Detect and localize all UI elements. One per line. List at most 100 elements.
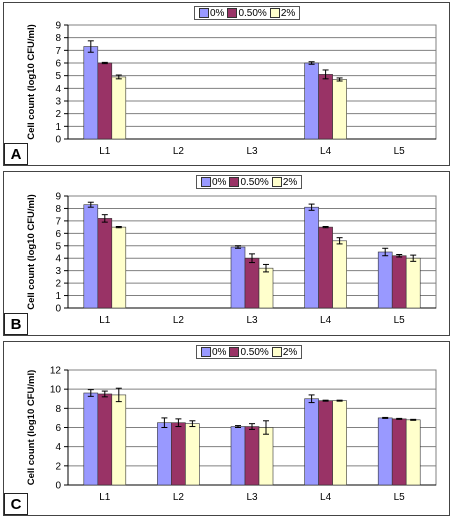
bar (111, 226, 127, 309)
bar (377, 417, 393, 486)
y-tick-label: 7 (55, 46, 61, 57)
legend-swatch-0 (201, 347, 211, 357)
legend-swatch-2 (269, 8, 280, 18)
bar (377, 251, 393, 309)
bar (97, 62, 113, 140)
y-tick-label: 6 (55, 59, 61, 70)
legend-item-1: 0.50% (227, 7, 267, 19)
legend-swatch-1 (229, 347, 240, 357)
x-tick-label: L2 (173, 492, 185, 503)
y-tick-label: 2 (55, 109, 61, 120)
legend-swatch-1 (227, 8, 238, 18)
bar (185, 423, 200, 486)
x-tick-label: L5 (394, 315, 406, 326)
y-axis-label: Cell count (log10 CFU/ml) (26, 370, 37, 486)
y-tick-label: 8 (55, 404, 61, 415)
legend-item-1: 0.50% (229, 176, 269, 188)
bar (97, 393, 113, 486)
legend-item-0: 0% (201, 347, 226, 358)
legend-swatch-2 (271, 347, 282, 357)
x-tick-label: L4 (320, 492, 332, 503)
x-tick-label: L3 (246, 315, 258, 326)
bar (97, 218, 113, 309)
x-tick-label: L4 (320, 315, 332, 326)
legend-swatch-0 (199, 8, 209, 18)
y-tick-label: 2 (55, 279, 61, 290)
bar (171, 422, 186, 486)
legend-item-0: 0% (201, 177, 226, 188)
legend-item-0: 0% (199, 8, 224, 19)
bar (244, 426, 260, 486)
x-tick-label: L5 (394, 492, 406, 503)
legend-label-1: 0.50% (238, 7, 267, 19)
legend-label-0: 0% (212, 176, 227, 188)
y-tick-label: 0 (55, 481, 61, 492)
y-tick-label: 2 (55, 461, 61, 472)
chart-panel-c: 0 2 4 6 8 10 12 L1 L2 L3 L4 L5 Cell count (log10 CFU… (3, 341, 450, 516)
x-tick-label: L5 (394, 146, 406, 157)
legend-swatch-2 (271, 177, 282, 187)
y-tick-label: 7 (55, 216, 61, 227)
y-tick-label: 6 (55, 423, 61, 434)
legend-item-2: 2% (269, 7, 296, 19)
bar (405, 257, 421, 309)
bar (258, 267, 274, 309)
bar (405, 419, 421, 486)
bar (230, 426, 246, 486)
legend-item-1: 0.50% (229, 346, 269, 358)
bar (318, 74, 333, 140)
bar (391, 418, 407, 486)
y-tick-label: 0 (55, 304, 61, 315)
bar (304, 206, 319, 309)
y-tick-label: 1 (55, 122, 61, 133)
chart-legend-c: 0% 0.50% 2% (196, 345, 303, 359)
bar (111, 76, 127, 140)
y-tick-label: 8 (55, 204, 61, 215)
panel-label-c: C (4, 493, 28, 515)
chart-panel-b: 0 1 2 3 4 5 6 7 8 9 L1 L2 L3 L4 L5 Cell count (log10 CF… (3, 171, 450, 336)
bar (332, 79, 347, 140)
chart-panel-a: 0 1 2 3 4 5 6 7 8 9 L1 L2 L3 L4 L5 Cell count (log10 CF… (3, 2, 450, 166)
y-axis-label: Cell count (log10 CFU/ml) (26, 24, 37, 140)
legend-item-2: 2% (271, 176, 298, 188)
bar (332, 240, 347, 309)
x-tick-label: L3 (246, 146, 258, 157)
x-tick-label: L1 (99, 315, 111, 326)
legend-label-1: 0.50% (240, 346, 269, 358)
bar (157, 422, 172, 486)
bar (332, 400, 347, 486)
bar (391, 255, 407, 309)
y-tick-label: 10 (50, 385, 62, 396)
y-tick-label: 5 (55, 71, 61, 82)
bar (318, 400, 333, 486)
y-tick-label: 9 (55, 192, 61, 203)
legend-label-2: 2% (282, 346, 298, 358)
bar (83, 392, 99, 486)
legend-label-2: 2% (280, 7, 296, 19)
y-axis-label: Cell count (log10 CFU/ml) (26, 194, 37, 310)
y-tick-label: 3 (55, 97, 61, 108)
legend-item-2: 2% (271, 346, 298, 358)
bar (318, 226, 333, 309)
y-tick-label: 0 (55, 135, 61, 146)
plot-area (67, 24, 437, 140)
y-tick-label: 8 (55, 33, 61, 44)
chart-legend-b: 0% 0.50% 2% (196, 175, 303, 189)
bar (304, 62, 319, 140)
legend-label-0: 0% (212, 346, 227, 358)
legend-label-2: 2% (282, 176, 298, 188)
x-tick-label: L2 (173, 146, 185, 157)
x-tick-label: L3 (246, 492, 258, 503)
legend-label-0: 0% (210, 7, 225, 19)
bar (83, 204, 99, 309)
y-tick-label: 4 (55, 442, 61, 453)
bar (304, 398, 319, 486)
bar (258, 427, 274, 486)
y-tick-label: 12 (50, 366, 62, 377)
x-tick-label: L1 (99, 492, 111, 503)
y-tick-label: 9 (55, 21, 61, 32)
legend-swatch-1 (229, 177, 240, 187)
y-tick-label: 3 (55, 266, 61, 277)
chart-legend-a: 0% 0.50% 2% (194, 6, 301, 20)
legend-label-1: 0.50% (240, 176, 269, 188)
